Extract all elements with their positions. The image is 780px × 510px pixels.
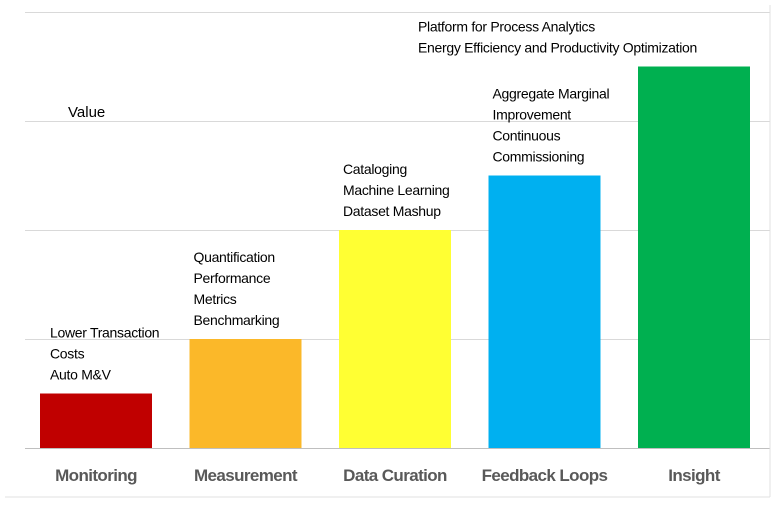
- bar-feedback-loops: [488, 175, 601, 448]
- bar-insight: [638, 66, 750, 448]
- annotation-monitoring-line-3: Auto M&V: [50, 367, 112, 383]
- annotation-feedback-loops-line-3: Continuous: [493, 128, 561, 144]
- category-label-monitoring: Monitoring: [55, 466, 137, 485]
- annotation-feedback-loops-line-2: Improvement: [493, 107, 572, 123]
- category-labels: Monitoring Measurement Data Curation Feedba…: [55, 466, 721, 485]
- category-label-feedback-loops: Feedback Loops: [482, 466, 608, 485]
- annotation-insight-line-2: Energy Efficiency and Productivity Optim…: [418, 40, 697, 56]
- annotation-measurement-line-1: Quantification: [194, 249, 275, 265]
- annotation-data-curation-line-2: Machine Learning: [343, 182, 450, 198]
- category-label-insight: Insight: [668, 466, 720, 485]
- annotation-insight-line-1: Platform for Process Analytics: [418, 19, 595, 35]
- annotation-data-curation-line-3: Dataset Mashup: [343, 203, 441, 219]
- bars: [40, 66, 750, 448]
- category-label-data-curation: Data Curation: [343, 466, 447, 485]
- annotation-monitoring-line-1: Lower Transaction: [50, 325, 159, 341]
- y-axis-label: Value: [68, 104, 105, 121]
- annotation-measurement-line-4: Benchmarking: [194, 312, 280, 328]
- annotation-measurement-line-3: Metrics: [194, 291, 237, 307]
- annotation-feedback-loops-line-4: Commissioning: [493, 149, 585, 165]
- annotation-data-curation-line-1: Cataloging: [343, 161, 407, 177]
- bar-data-curation: [339, 230, 451, 448]
- annotation-measurement-line-2: Performance: [194, 270, 271, 286]
- bar-annotations: Lower Transaction Costs Auto M&V Quantifica…: [50, 19, 697, 383]
- bar-measurement: [189, 339, 302, 448]
- annotation-feedback-loops-line-1: Aggregate Marginal: [493, 86, 610, 102]
- category-label-measurement: Measurement: [194, 466, 298, 485]
- bar-monitoring: [40, 393, 152, 448]
- annotation-monitoring-line-2: Costs: [50, 346, 85, 362]
